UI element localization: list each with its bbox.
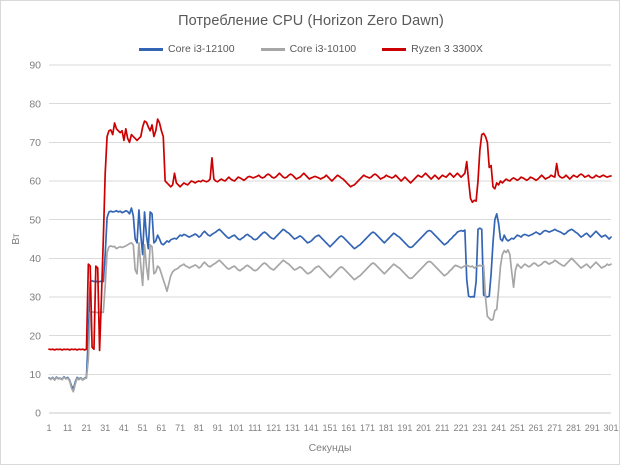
x-axis-tick-labels: 1 11 21 31 41 51 61 71 81 91 101 111 121 131 141 151 161… — [46, 423, 618, 433]
series-line-3 — [48, 118, 612, 352]
x-tick-label: 51 — [138, 423, 148, 433]
legend-swatch-icon-series-1 — [139, 47, 164, 51]
x-tick-label: 41 — [119, 423, 129, 433]
x-tick-label: 21 — [81, 423, 91, 433]
x-tick-label: 291 — [585, 423, 600, 433]
y-tick-label: 80 — [29, 98, 41, 110]
x-tick-label: 161 — [341, 423, 356, 433]
x-tick-label: 31 — [100, 423, 110, 433]
x-tick-label: 201 — [416, 423, 431, 433]
x-tick-label: 111 — [248, 423, 262, 433]
x-tick-label: 241 — [491, 423, 506, 433]
series-line-2 — [48, 242, 612, 393]
x-tick-label: 261 — [529, 423, 544, 433]
x-tick-label: 281 — [566, 423, 581, 433]
y-axis-title: Вт — [10, 233, 22, 245]
legend-label-series-1: Core i3-12100 — [168, 43, 235, 55]
y-tick-label: 50 — [29, 214, 41, 226]
x-tick-label: 221 — [454, 423, 469, 433]
x-tick-label: 1 — [46, 423, 51, 433]
x-tick-label: 171 — [360, 423, 375, 433]
legend-item-series-3: Ryzen 3 3300X — [382, 43, 483, 55]
legend-swatch-icon-series-3 — [382, 47, 407, 51]
x-tick-label: 141 — [304, 423, 319, 433]
x-tick-label: 151 — [322, 423, 337, 433]
x-tick-label: 101 — [229, 423, 244, 433]
x-tick-label: 71 — [175, 423, 185, 433]
series-lines — [48, 118, 612, 393]
x-tick-label: 271 — [547, 423, 562, 433]
x-tick-label: 191 — [397, 423, 412, 433]
x-tick-label: 251 — [510, 423, 525, 433]
x-tick-label: 81 — [194, 423, 204, 433]
legend-item-series-1: Core i3-12100 — [139, 43, 235, 55]
y-tick-label: 20 — [29, 330, 41, 342]
y-tick-label: 90 — [29, 60, 41, 72]
x-tick-label: 91 — [213, 423, 223, 433]
series-line-1 — [48, 207, 612, 390]
y-tick-label: 40 — [29, 253, 41, 265]
y-tick-label: 10 — [29, 369, 41, 381]
legend-swatch-icon-series-2 — [260, 47, 285, 51]
chart-title: Потребление CPU (Horizon Zero Dawn) — [178, 13, 444, 29]
y-tick-label: 0 — [35, 408, 41, 420]
y-tick-label: 30 — [29, 292, 41, 304]
x-tick-label: 131 — [285, 423, 300, 433]
legend-label-series-2: Core i3-10100 — [289, 43, 357, 55]
y-tick-label: 60 — [29, 176, 41, 188]
x-tick-label: 231 — [472, 423, 487, 433]
legend-item-series-2: Core i3-10100 — [260, 43, 357, 55]
x-tick-label: 301 — [603, 423, 618, 433]
y-tick-label: 70 — [29, 137, 41, 149]
y-axis-tick-labels: 0 10 20 30 40 50 60 70 80 90 — [29, 60, 41, 420]
x-tick-label: 61 — [156, 423, 166, 433]
x-axis-title: Секунды — [309, 442, 352, 454]
x-tick-label: 181 — [379, 423, 394, 433]
x-tick-label: 11 — [63, 423, 72, 433]
chart-legend: Core i3-12100 Core i3-10100 Ryzen 3 3300… — [1, 43, 619, 55]
gridlines — [49, 64, 611, 414]
legend-label-series-3: Ryzen 3 3300X — [411, 43, 483, 55]
x-tick-label: 211 — [435, 423, 449, 433]
x-tick-label: 121 — [266, 423, 281, 433]
